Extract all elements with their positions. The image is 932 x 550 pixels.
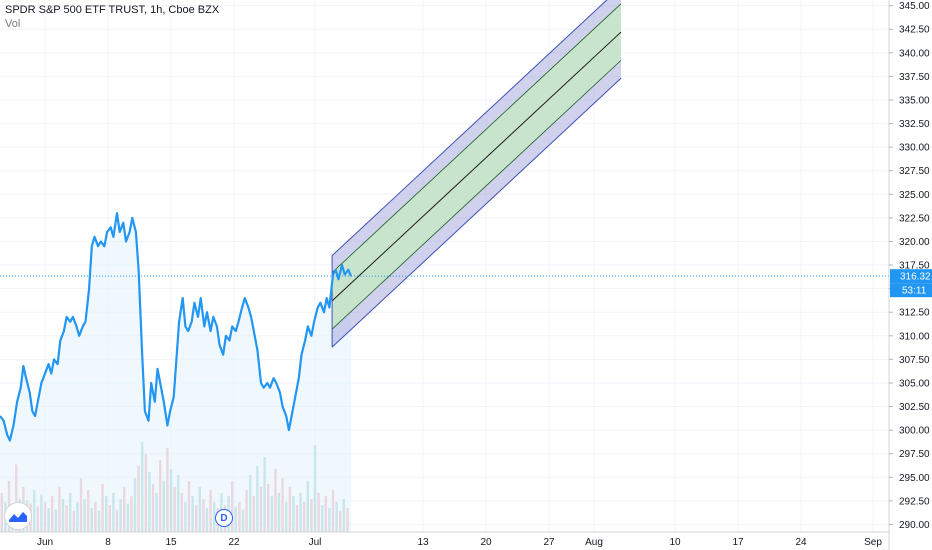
volume-legend-label: Vol xyxy=(5,18,21,30)
channel-outer-upper-line xyxy=(331,0,608,256)
regression-channel[interactable] xyxy=(331,0,622,348)
y-tick-label: 310.00 xyxy=(899,331,930,342)
x-tick-label: Jul xyxy=(309,537,322,548)
price-line-group xyxy=(0,212,889,442)
tradingview-logo-icon[interactable] xyxy=(4,502,32,530)
y-tick-label: 325.00 xyxy=(899,190,930,201)
x-tick-label: Sep xyxy=(864,537,882,548)
x-tick-label: 24 xyxy=(795,537,807,548)
y-tick-label: 332.50 xyxy=(899,119,930,130)
price-badges: 316.32 53:11 xyxy=(890,269,932,298)
y-tick-label: 337.50 xyxy=(899,72,930,83)
y-tick-label: 307.50 xyxy=(899,355,930,366)
y-tick-label: 330.00 xyxy=(899,143,930,154)
y-tick-label: 340.00 xyxy=(899,48,930,59)
y-tick-label: 302.50 xyxy=(899,402,930,413)
y-tick-label: 300.00 xyxy=(899,426,930,437)
channel-inner-upper-line xyxy=(331,3,622,273)
y-tick-label: 345.00 xyxy=(899,1,930,12)
channel-outer-lower-line xyxy=(331,77,622,348)
y-tick-label: 292.50 xyxy=(899,496,930,507)
x-tick-label: 27 xyxy=(543,537,555,548)
dividend-marker[interactable]: D xyxy=(215,509,233,527)
y-tick-label: 290.00 xyxy=(899,520,930,531)
x-tick-label: Jun xyxy=(37,537,53,548)
x-tick-label: Aug xyxy=(585,537,603,548)
x-tick-label: 20 xyxy=(480,537,492,548)
x-tick-label: 15 xyxy=(165,537,177,548)
logo-glyph xyxy=(9,512,27,522)
countdown-badge xyxy=(890,283,932,298)
chart-grid xyxy=(0,0,889,532)
y-tick-label: 322.50 xyxy=(899,213,930,224)
y-tick-label: 317.50 xyxy=(899,261,930,272)
y-tick-label: 295.00 xyxy=(899,473,930,484)
y-tick-label: 335.00 xyxy=(899,95,930,106)
x-tick-label: 22 xyxy=(228,537,240,548)
last-price-value: 316.32 xyxy=(900,272,931,283)
channel-inner-lower-line xyxy=(331,60,622,330)
y-tick-label: 320.00 xyxy=(899,237,930,248)
x-tick-label: 17 xyxy=(732,537,744,548)
x-tick-label: 8 xyxy=(105,537,111,548)
y-tick-label: 305.00 xyxy=(899,378,930,389)
y-tick-label: 297.50 xyxy=(899,449,930,460)
x-tick-label: 10 xyxy=(669,537,681,548)
y-tick-label: 342.50 xyxy=(899,25,930,36)
channel-median-line xyxy=(331,31,622,302)
chart-title: SPDR S&P 500 ETF TRUST, 1h, Cboe BZX xyxy=(5,4,220,16)
last-price-badge xyxy=(890,269,932,284)
y-tick-label: 312.50 xyxy=(899,308,930,319)
countdown-value: 53:11 xyxy=(902,286,927,297)
y-tick-label: 327.50 xyxy=(899,166,930,177)
price-line xyxy=(0,212,353,442)
x-tick-label: 13 xyxy=(417,537,429,548)
